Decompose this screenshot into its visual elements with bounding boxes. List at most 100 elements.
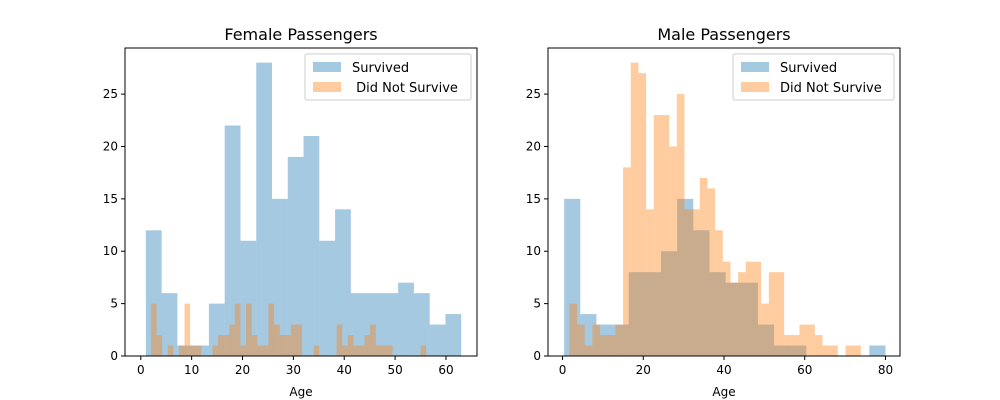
bars-layer bbox=[145, 62, 462, 357]
histogram-bar-did-not-survive bbox=[699, 177, 708, 356]
x-axis: 0 10 20 30 40 50 60 bbox=[137, 356, 454, 377]
x-tick-label: 10 bbox=[184, 363, 199, 377]
legend-swatch-did-not-survive bbox=[741, 82, 769, 92]
x-tick-label: 80 bbox=[878, 363, 893, 377]
chart-title: Female Passengers bbox=[224, 25, 377, 44]
histogram-bar-survived bbox=[445, 314, 462, 356]
histogram-bar-did-not-survive bbox=[753, 261, 762, 356]
y-tick-label: 25 bbox=[526, 87, 541, 101]
histogram-bar-did-not-survive bbox=[830, 345, 838, 356]
histogram-bar-survived bbox=[677, 198, 694, 356]
x-tick-label: 40 bbox=[337, 363, 352, 377]
legend-label-survived: Survived bbox=[352, 61, 409, 76]
legend: Survived Did Not Survive bbox=[304, 53, 472, 101]
histogram-bar-survived bbox=[350, 293, 367, 356]
histogram-bar-did-not-survive bbox=[845, 345, 854, 356]
histogram-bar-did-not-survive bbox=[722, 261, 731, 356]
histogram-bar-did-not-survive bbox=[584, 345, 593, 356]
y-tick-label: 20 bbox=[526, 139, 541, 153]
chart-title: Male Passengers bbox=[657, 25, 790, 44]
x-tick-label: 40 bbox=[716, 363, 731, 377]
histogram-bar-did-not-survive bbox=[420, 345, 427, 356]
histogram-bar-did-not-survive bbox=[638, 73, 647, 356]
histogram-bar-did-not-survive bbox=[336, 324, 343, 356]
histogram-bar-did-not-survive bbox=[257, 345, 263, 356]
histogram-bar-survived bbox=[256, 62, 273, 357]
histogram-bar-survived bbox=[596, 324, 613, 356]
x-tick-label: 0 bbox=[559, 363, 567, 377]
y-axis: 0 5 10 15 20 25 bbox=[103, 87, 125, 363]
histogram-bar-did-not-survive bbox=[730, 282, 739, 356]
histogram-bar-did-not-survive bbox=[592, 324, 601, 356]
histogram-bar-survived bbox=[287, 156, 304, 356]
histogram-bar-survived bbox=[272, 198, 288, 356]
histogram-bar-did-not-survive bbox=[246, 303, 252, 356]
histogram-bar-did-not-survive bbox=[761, 303, 769, 356]
histogram-bar-did-not-survive bbox=[600, 335, 608, 356]
y-axis: 0 5 10 15 20 25 bbox=[526, 87, 548, 363]
histogram-bar-did-not-survive bbox=[364, 335, 371, 356]
histogram-bar-survived bbox=[382, 293, 399, 356]
histogram-bar-survived bbox=[580, 314, 597, 356]
histogram-bar-survived bbox=[303, 136, 320, 356]
histogram-bar-did-not-survive bbox=[653, 115, 662, 356]
histogram-bar-did-not-survive bbox=[268, 303, 275, 356]
histogram-bar-did-not-survive bbox=[661, 115, 670, 356]
histogram-bar-survived bbox=[224, 125, 241, 357]
histogram-bar-survived bbox=[644, 272, 662, 356]
histogram-bar-did-not-survive bbox=[218, 335, 224, 356]
histogram-bar-did-not-survive bbox=[274, 324, 280, 356]
x-tick-label: 60 bbox=[438, 363, 453, 377]
x-axis-label: Age bbox=[289, 385, 312, 399]
histogram-bar-did-not-survive bbox=[776, 272, 785, 356]
y-tick-label: 5 bbox=[110, 297, 118, 311]
histogram-bar-did-not-survive bbox=[623, 167, 631, 356]
histogram-bar-did-not-survive bbox=[692, 209, 700, 356]
y-tick-label: 25 bbox=[103, 87, 118, 101]
histogram-bar-survived bbox=[790, 345, 807, 356]
histogram-bar-did-not-survive bbox=[738, 272, 746, 356]
y-tick-label: 5 bbox=[533, 297, 541, 311]
legend-label-did-not-survive: Did Not Survive bbox=[780, 81, 882, 96]
histogram-bar-did-not-survive bbox=[234, 303, 241, 356]
histogram-bar-survived bbox=[145, 230, 162, 356]
histogram-bar-did-not-survive bbox=[768, 272, 777, 356]
histogram-bar-did-not-survive bbox=[156, 335, 163, 356]
histogram-bar-did-not-survive bbox=[715, 230, 723, 356]
histogram-bar-did-not-survive bbox=[190, 345, 196, 356]
x-tick-label: 20 bbox=[235, 363, 250, 377]
x-tick-label: 60 bbox=[797, 363, 812, 377]
histogram-bar-did-not-survive bbox=[799, 324, 808, 356]
histogram-bar-survived bbox=[661, 251, 678, 356]
histogram-bar-did-not-survive bbox=[212, 345, 219, 356]
x-tick-label: 20 bbox=[636, 363, 651, 377]
legend-box bbox=[732, 53, 895, 101]
histogram-bar-did-not-survive bbox=[347, 335, 354, 356]
histogram-bar-did-not-survive bbox=[262, 345, 269, 356]
histogram-bar-survived bbox=[709, 272, 726, 356]
y-tick-label: 15 bbox=[103, 192, 118, 206]
histogram-bar-did-not-survive bbox=[251, 335, 258, 356]
histogram-bar-did-not-survive bbox=[184, 303, 191, 356]
x-axis: 0 20 40 60 80 bbox=[559, 356, 893, 377]
histogram-bar-did-not-survive bbox=[381, 345, 387, 356]
histogram-bar-did-not-survive bbox=[784, 335, 792, 356]
histogram-bar-survived bbox=[335, 209, 351, 356]
histogram-bar-survived bbox=[725, 282, 742, 356]
female-passengers-histogram: Female Passengers Age 0 5 10 15 20 25 0 10 20 30… bbox=[103, 25, 478, 399]
histogram-bar-survived bbox=[869, 345, 886, 356]
histogram-bar-survived bbox=[612, 324, 629, 356]
histogram-bar-survived bbox=[564, 198, 581, 356]
bars-layer bbox=[564, 62, 886, 357]
x-tick-label: 50 bbox=[387, 363, 402, 377]
histogram-bar-did-not-survive bbox=[290, 324, 297, 356]
histogram-bar-survived bbox=[757, 324, 775, 356]
legend: Survived Did Not Survive bbox=[732, 53, 895, 101]
histogram-bar-did-not-survive bbox=[807, 324, 815, 356]
histogram-bar-did-not-survive bbox=[370, 324, 376, 356]
histogram-bar-did-not-survive bbox=[607, 335, 616, 356]
histogram-bar-did-not-survive bbox=[195, 345, 202, 356]
x-axis-label: Age bbox=[712, 385, 735, 399]
plot-frame bbox=[124, 47, 478, 357]
histogram-bar-did-not-survive bbox=[822, 345, 831, 356]
